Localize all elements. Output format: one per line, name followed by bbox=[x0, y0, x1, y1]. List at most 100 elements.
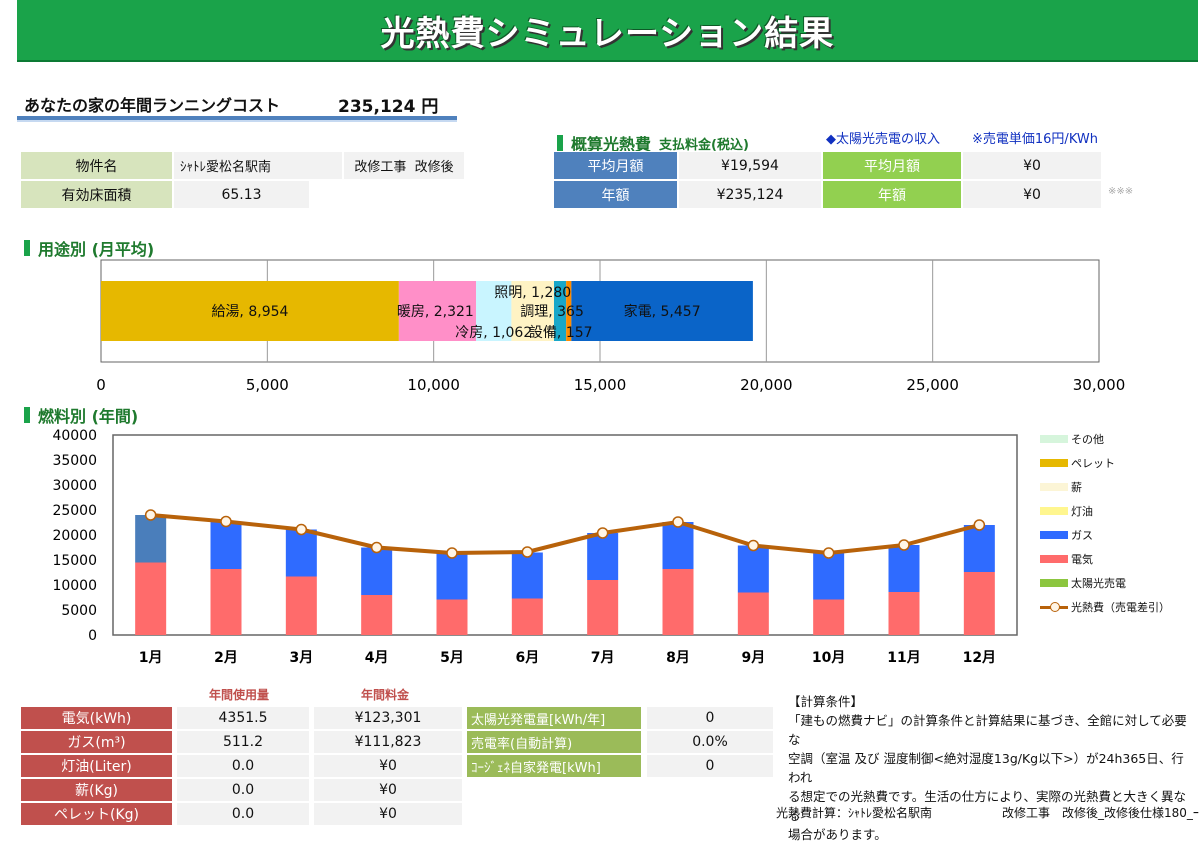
fuel-total-cost-point bbox=[220, 515, 232, 528]
fuel-total-cost-point bbox=[370, 541, 383, 554]
fuel-bar-gas bbox=[737, 545, 769, 593]
legend-label: 光熱費（売電差引） bbox=[1071, 601, 1170, 614]
annual-row-cost: ¥0 bbox=[313, 778, 463, 802]
fuel-section-text: 燃料別 (年間) bbox=[38, 407, 139, 426]
annual-row-usage: 0.0 bbox=[176, 778, 310, 802]
fuel-x-tick-label: 4月 bbox=[365, 650, 389, 666]
fuel-bar-gas bbox=[135, 515, 167, 563]
usage-bar-segment bbox=[566, 281, 572, 341]
annual-row-usage: 0.0 bbox=[176, 754, 310, 778]
conditions-line-4: 場合があります。 bbox=[788, 827, 887, 842]
legend-swatch bbox=[1040, 579, 1068, 587]
legend-label: ペレット bbox=[1071, 457, 1115, 470]
legend-label: その他 bbox=[1071, 433, 1104, 446]
conditions-line-3: る想定での光熱費です。生活の仕方により、実際の光熱費と大きく異なる bbox=[788, 789, 1187, 823]
usage-data-label: 暖房, 2,321 bbox=[397, 304, 474, 320]
fuel-x-tick-label: 11月 bbox=[887, 650, 920, 666]
fuel-x-tick-label: 7月 bbox=[591, 650, 615, 666]
fuel-y-tick-label: 20000 bbox=[52, 528, 97, 544]
fuel-x-tick-label: 2月 bbox=[214, 650, 238, 666]
fuel-total-cost-line bbox=[150, 513, 980, 556]
fuel-bar-gas bbox=[587, 533, 619, 580]
solar-annual-value: ¥0 bbox=[962, 180, 1102, 209]
fuel-bar-electricity bbox=[361, 595, 393, 635]
running-cost-value: 235,124 円 bbox=[338, 97, 439, 117]
annual-row-usage: 0.0 bbox=[176, 802, 310, 826]
legend-item: 灯油 bbox=[1040, 503, 1093, 519]
fuel-bar-electricity bbox=[210, 569, 242, 635]
fuel-total-cost-point bbox=[822, 547, 835, 559]
fuel-total-cost-point bbox=[144, 509, 157, 521]
fuel-bar-gas bbox=[888, 545, 920, 592]
fuel-bar-electricity bbox=[587, 580, 619, 635]
legend-swatch bbox=[1040, 483, 1068, 491]
legend-item: 薪 bbox=[1040, 479, 1082, 495]
fuel-y-tick-label: 0 bbox=[88, 628, 97, 644]
fuel-x-tick-label: 6月 bbox=[515, 650, 539, 666]
fuel-bar-gas bbox=[436, 553, 468, 600]
solar-monthly-value: ¥0 bbox=[962, 151, 1102, 180]
estimate-heading-text: 概算光熱費 bbox=[571, 135, 652, 154]
renovation-cell: 改修工事 改修後 bbox=[343, 151, 465, 180]
annual-usage-header: 年間使用量 bbox=[209, 688, 270, 702]
property-name-value: ｼｬﾄﾚ愛松名駅南 bbox=[173, 151, 343, 180]
legend-item: 太陽光売電 bbox=[1040, 575, 1126, 591]
annual-row-label: ペレット(Kg) bbox=[20, 802, 173, 826]
fuel-x-tick-label: 12月 bbox=[963, 650, 996, 666]
solar-row-label: ｺｰｼﾞｪﾈ自家発電[kWh] bbox=[466, 754, 642, 778]
fuel-y-tick-label: 10000 bbox=[52, 578, 97, 594]
usage-x-tick-label: 20,000 bbox=[740, 376, 793, 394]
conditions-line-1: 「建もの燃費ナビ」の計算条件と計算結果に基づき、全館に対して必要な bbox=[788, 713, 1187, 747]
solar-monthly-label: 平均月額 bbox=[822, 151, 962, 180]
running-cost-label: あなたの家の年間ランニングコスト bbox=[24, 96, 281, 115]
conditions-line-2: 空調（室温 及び 湿度制御<絶対湿度13g/Kg以下>）が24h365日、行われ bbox=[788, 751, 1184, 785]
fuel-bar-electricity bbox=[662, 569, 694, 635]
fuel-x-tick-label: 1月 bbox=[139, 650, 163, 666]
usage-stacked-bar-chart: 0 5,000 10,000 15,000 20,000 25,000 30,000 給湯, … bbox=[96, 259, 1125, 394]
conditions-heading: 【計算条件】 bbox=[788, 694, 864, 709]
renovation-value: 改修後 bbox=[414, 160, 454, 175]
solar-annual-label: 年額 bbox=[822, 180, 962, 209]
usage-data-label: 給湯, 8,954 bbox=[211, 303, 288, 320]
usage-bar-segment bbox=[511, 281, 554, 341]
usage-x-tick-label: 15,000 bbox=[574, 376, 627, 394]
usage-data-label: 調理, 365 bbox=[520, 304, 584, 320]
usage-bar-segment bbox=[101, 281, 399, 341]
estimate-annual-label: 年額 bbox=[553, 180, 678, 209]
legend-item: 電気 bbox=[1040, 551, 1093, 567]
fuel-total-cost-point bbox=[672, 516, 684, 528]
legend-label: ガス bbox=[1071, 529, 1093, 542]
fuel-y-tick-label: 25000 bbox=[52, 503, 97, 519]
usage-data-label: 照明, 1,280 bbox=[494, 285, 571, 301]
usage-data-label: 家電, 5,457 bbox=[624, 303, 701, 320]
title-banner: 光熱費シミュレーション結果 bbox=[17, 0, 1198, 62]
annual-row-cost: ¥111,823 bbox=[313, 730, 463, 754]
fuel-bar-electricity bbox=[135, 562, 167, 635]
usage-x-tick-label: 5,000 bbox=[246, 376, 289, 394]
fuel-total-cost-point bbox=[898, 539, 910, 551]
legend-label: 灯油 bbox=[1071, 505, 1093, 518]
annual-row-cost: ¥123,301 bbox=[313, 706, 463, 730]
solar-row-value: 0.0% bbox=[646, 730, 774, 754]
usage-section-text: 用途別 (月平均) bbox=[38, 240, 155, 259]
legend-item: その他 bbox=[1040, 431, 1104, 447]
fuel-bar-electricity bbox=[888, 592, 920, 635]
annual-row-label: ガス(m³) bbox=[20, 730, 173, 754]
legend-swatch bbox=[1040, 435, 1068, 443]
usage-data-label: 冷房, 1,062 bbox=[455, 325, 532, 341]
fuel-bar-gas bbox=[511, 552, 543, 599]
legend-label: 太陽光売電 bbox=[1071, 577, 1126, 590]
estimate-subheading: 支払料金(税込) bbox=[659, 137, 749, 153]
fuel-bar-electricity bbox=[511, 598, 543, 635]
fuel-total-cost-point bbox=[747, 539, 760, 552]
annual-row-label: 灯油(Liter) bbox=[20, 754, 173, 778]
fuel-plot-area bbox=[112, 434, 1018, 636]
usage-x-tick-label: 10,000 bbox=[407, 376, 460, 394]
page-title: 光熱費シミュレーション結果 bbox=[380, 13, 835, 54]
estimate-monthly-label: 平均月額 bbox=[553, 151, 678, 180]
fuel-total-cost-point bbox=[295, 523, 308, 536]
solar-row-value: 0 bbox=[646, 706, 774, 730]
fuel-total-cost-point bbox=[973, 519, 986, 531]
usage-bar-segment bbox=[571, 281, 753, 341]
floor-area-label: 有効床面積 bbox=[20, 180, 173, 209]
